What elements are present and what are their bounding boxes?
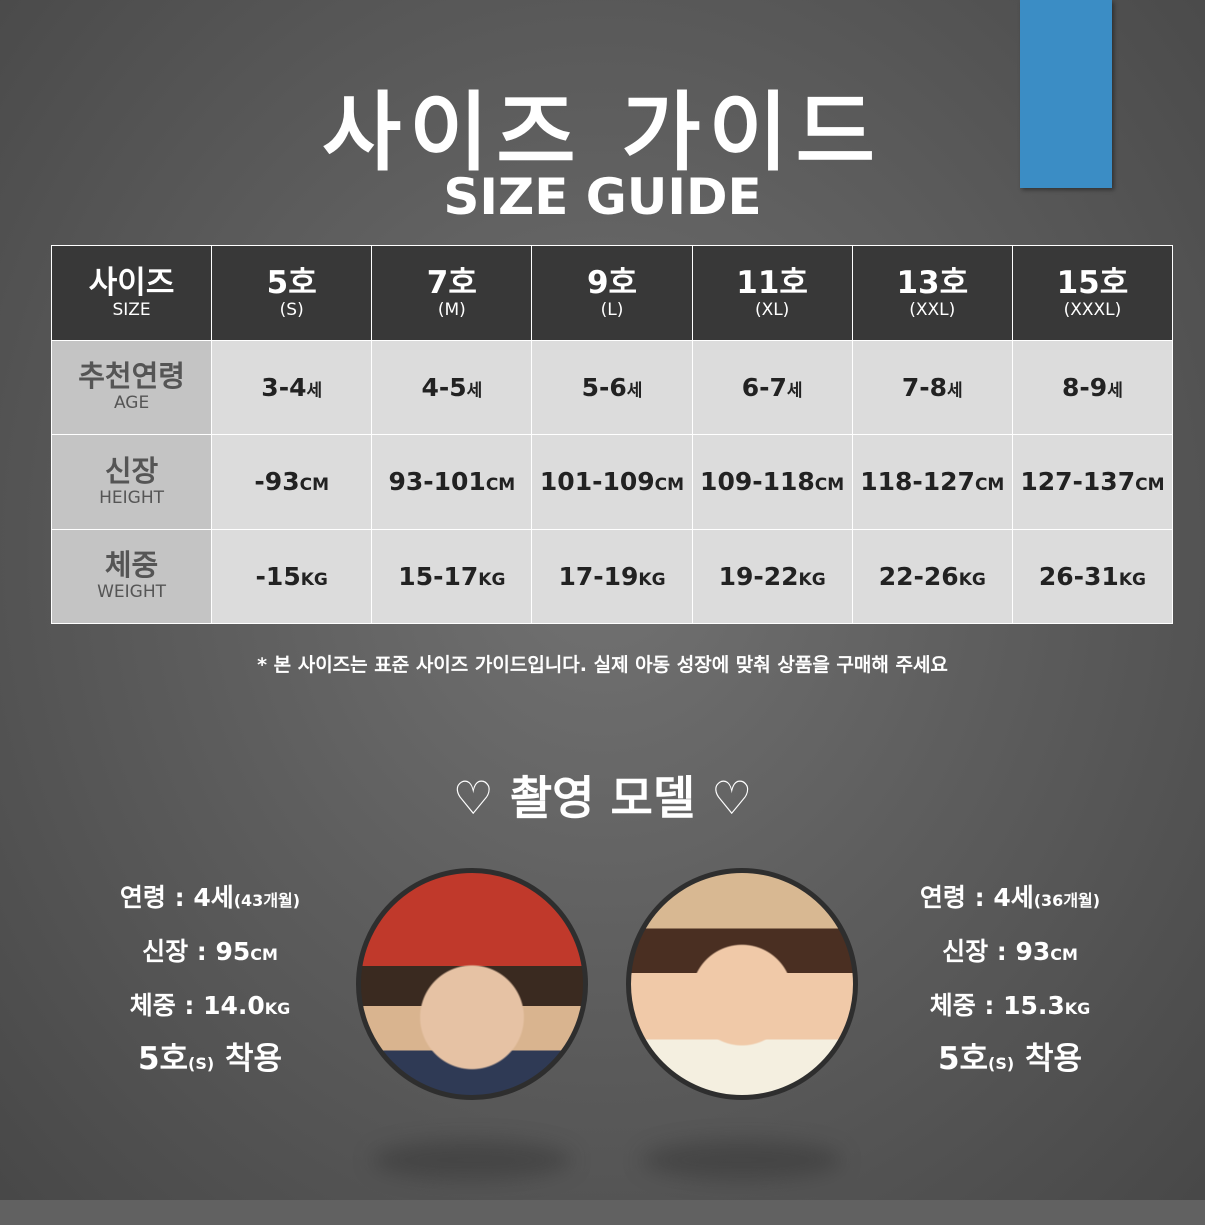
models-title: ♡ 촬영 모델 ♡: [452, 771, 753, 825]
header-size-cell: 사이즈 SIZE: [50, 245, 213, 341]
table-cell: 26-31KG: [1011, 528, 1174, 624]
table-cell: 6-7세: [691, 339, 853, 435]
size-note: * 본 사이즈는 표준 사이즈 가이드입니다. 실제 아동 성장에 맞춰 상품을…: [257, 654, 948, 676]
row-header: 신장 HEIGHT: [50, 434, 213, 530]
model-info-1: 연령 : 4세(43개월) 신장 : 95CM 체중 : 14.0KG 5호(S…: [80, 872, 340, 1089]
model-info-2: 연령 : 4세(36개월) 신장 : 93CM 체중 : 15.3KG 5호(S…: [880, 872, 1140, 1089]
table-cell: 109-118CM: [691, 434, 853, 530]
row-header: 추천연령 AGE: [50, 339, 213, 435]
table-cell: 93-101CM: [371, 434, 533, 530]
row-header: 체중 WEIGHT: [50, 528, 213, 624]
model-height: 신장 : 93CM: [942, 937, 1078, 966]
model-photo-1: [356, 868, 588, 1100]
table-cell: 7-8세: [851, 339, 1013, 435]
table-cell: -15KG: [211, 528, 373, 624]
table-cell: 22-26KG: [851, 528, 1013, 624]
table-cell: 17-19KG: [531, 528, 693, 624]
table-cell: 3-4세: [211, 339, 373, 435]
model-weight: 체중 : 14.0KG: [129, 991, 291, 1020]
model-photo-2: [626, 868, 858, 1100]
model-height: 신장 : 95CM: [142, 937, 278, 966]
header-cell: 5호 (S): [211, 245, 373, 341]
table-row-age: 추천연령 AGE 3-4세 4-5세 5-6세 6-7세 7-8세 8-9세: [50, 339, 1174, 435]
photo-shadow: [642, 1140, 842, 1180]
header-cell: 15호 (XXXL): [1011, 245, 1174, 341]
photo-shadow: [372, 1140, 572, 1180]
table-cell: 127-137CM: [1011, 434, 1174, 530]
table-cell: -93CM: [211, 434, 373, 530]
model-age: 연령 : 4세(36개월): [919, 883, 1101, 912]
table-cell: 4-5세: [371, 339, 533, 435]
page-subtitle: SIZE GUIDE: [443, 168, 762, 226]
model-wear: 5호(S) 착용: [137, 1041, 283, 1077]
model-age: 연령 : 4세(43개월): [119, 883, 301, 912]
table-cell: 118-127CM: [851, 434, 1013, 530]
model-wear: 5호(S) 착용: [937, 1041, 1083, 1077]
header-cell: 13호 (XXL): [851, 245, 1013, 341]
table-cell: 5-6세: [531, 339, 693, 435]
header-cell: 7호 (M): [371, 245, 533, 341]
table-header-row: 사이즈 SIZE 5호 (S) 7호 (M) 9호 (L) 11호 (XL) 13호 (XX…: [50, 245, 1174, 341]
table-cell: 101-109CM: [531, 434, 693, 530]
table-cell: 19-22KG: [691, 528, 853, 624]
table-row-height: 신장 HEIGHT -93CM 93-101CM 101-109CM 109-11…: [50, 434, 1174, 530]
model-weight: 체중 : 15.3KG: [929, 991, 1091, 1020]
blue-accent-bar: [1020, 0, 1112, 188]
header-cell: 11호 (XL): [691, 245, 853, 341]
table-row-weight: 체중 WEIGHT -15KG 15-17KG 17-19KG 19-22KG 2…: [50, 528, 1174, 624]
table-cell: 15-17KG: [371, 528, 533, 624]
page-title: 사이즈 가이드: [322, 83, 883, 183]
size-table: 사이즈 SIZE 5호 (S) 7호 (M) 9호 (L) 11호 (XL) 13호 (XX…: [50, 245, 1174, 624]
table-cell: 8-9세: [1011, 339, 1174, 435]
header-cell: 9호 (L): [531, 245, 693, 341]
bottom-band: [0, 1200, 1205, 1225]
